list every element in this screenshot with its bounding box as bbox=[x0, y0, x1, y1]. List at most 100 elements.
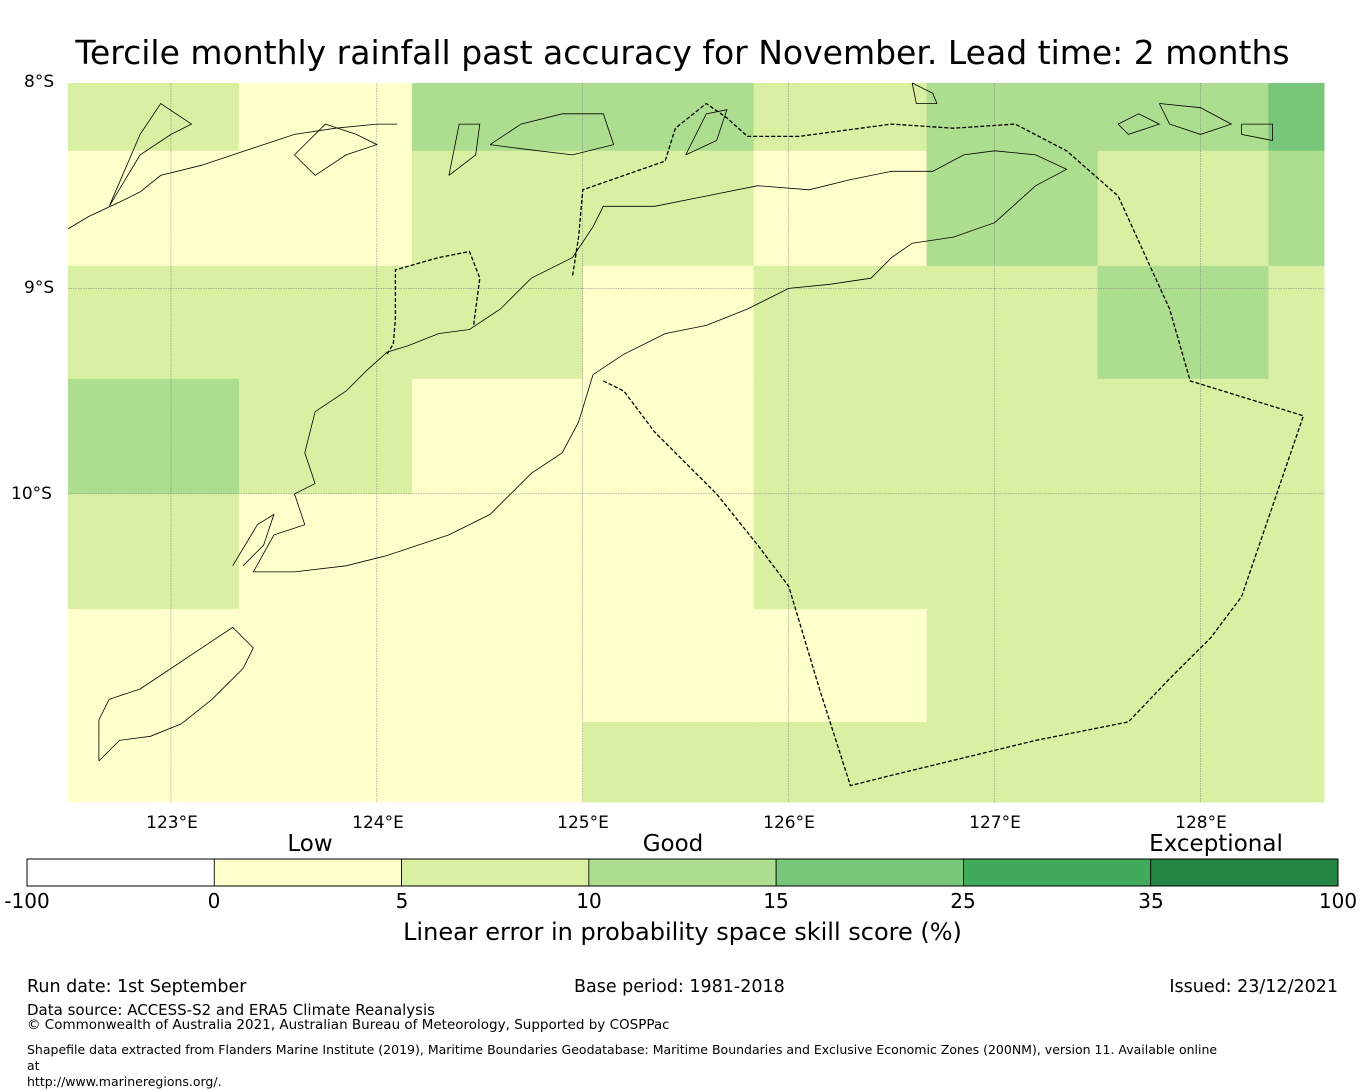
coastline bbox=[489, 113, 615, 156]
coastline bbox=[252, 150, 1068, 573]
eez-boundary bbox=[386, 102, 1305, 787]
skill-cell bbox=[238, 150, 413, 267]
colorbar-outline bbox=[26, 858, 1339, 887]
skill-cell bbox=[582, 493, 755, 610]
skill-cell bbox=[582, 265, 755, 380]
lat-label-10s: 10°S bbox=[11, 484, 52, 504]
skill-cell bbox=[582, 608, 755, 723]
skill-cell bbox=[238, 721, 413, 803]
skill-cell bbox=[926, 493, 1099, 610]
skill-cell bbox=[1268, 83, 1325, 152]
colorbar-tick: -100 bbox=[4, 889, 50, 913]
colorbar-tick: 0 bbox=[207, 889, 221, 913]
colorbar-segment bbox=[213, 858, 402, 887]
skill-cell bbox=[411, 721, 584, 803]
lon-label-123e: 123°E bbox=[146, 813, 198, 833]
skill-cell bbox=[411, 493, 584, 610]
lon-label-126e: 126°E bbox=[763, 813, 815, 833]
colorbar-segment bbox=[775, 858, 964, 887]
issued-date: Issued: 23/12/2021 bbox=[1169, 977, 1338, 997]
colorbar-tick: 15 bbox=[763, 889, 789, 913]
coastlines bbox=[67, 82, 1273, 762]
skill-cell bbox=[1268, 721, 1325, 803]
skill-cell bbox=[926, 265, 1099, 380]
skill-cell bbox=[411, 608, 584, 723]
lon-label-124e: 124°E bbox=[352, 813, 404, 833]
skill-cell bbox=[68, 493, 240, 610]
coastline bbox=[1117, 113, 1161, 135]
skill-cell bbox=[1097, 378, 1269, 495]
coastline bbox=[685, 109, 728, 156]
shapefile-credit-line2: http://www.marineregions.org/. bbox=[27, 1074, 222, 1089]
skill-cell bbox=[926, 150, 1099, 267]
skill-cell bbox=[1097, 265, 1269, 380]
eez-boundary-line bbox=[386, 250, 481, 355]
skill-cell bbox=[753, 493, 928, 610]
skill-cell bbox=[582, 378, 755, 495]
colorbar-segment bbox=[26, 858, 215, 887]
skill-cell bbox=[238, 378, 413, 495]
eez-boundary-line bbox=[571, 102, 1305, 787]
colorbar-segment bbox=[588, 858, 777, 887]
coastline bbox=[911, 82, 938, 104]
lat-label-8s: 8°S bbox=[24, 72, 55, 92]
colorbar-segment bbox=[963, 858, 1152, 887]
data-source: Data source: ACCESS-S2 and ERA5 Climate … bbox=[27, 1001, 435, 1019]
skill-cell bbox=[1097, 721, 1269, 803]
skill-cell bbox=[926, 83, 1099, 152]
skill-cell bbox=[68, 265, 240, 380]
coastline bbox=[108, 102, 193, 207]
skill-cell bbox=[68, 608, 240, 723]
skill-cell bbox=[582, 150, 755, 267]
colorbar-tick: 5 bbox=[395, 889, 409, 913]
lon-label-127e: 127°E bbox=[969, 813, 1021, 833]
shapefile-credit: Shapefile data extracted from Flanders M… bbox=[27, 1042, 1227, 1090]
coastline bbox=[1241, 123, 1273, 141]
colorbar-tick: 100 bbox=[1318, 889, 1358, 913]
skill-cell bbox=[238, 265, 413, 380]
skill-cell bbox=[68, 721, 240, 803]
skill-cell bbox=[68, 150, 240, 267]
skill-cell bbox=[411, 83, 584, 152]
skill-cell bbox=[411, 378, 584, 495]
skill-grid-cells bbox=[68, 83, 1325, 803]
skill-cell bbox=[411, 150, 584, 267]
graticule-lines bbox=[68, 83, 1324, 802]
coastline bbox=[67, 123, 398, 230]
skill-cell bbox=[238, 608, 413, 723]
skill-cell bbox=[68, 83, 240, 152]
skill-cell bbox=[926, 378, 1099, 495]
coastline bbox=[448, 123, 481, 176]
skill-cell bbox=[753, 83, 928, 152]
skill-cell bbox=[753, 608, 928, 723]
skill-cell bbox=[238, 493, 413, 610]
colorbar-segment bbox=[401, 858, 590, 887]
skill-cell bbox=[753, 378, 928, 495]
skill-cell bbox=[926, 721, 1099, 803]
colorbar-tick: 25 bbox=[950, 889, 976, 913]
skill-cell bbox=[1268, 150, 1325, 267]
skill-cell bbox=[582, 721, 755, 803]
lon-label-128e: 128°E bbox=[1175, 813, 1227, 833]
base-period: Base period: 1981-2018 bbox=[574, 977, 785, 997]
run-date: Run date: 1st September bbox=[27, 977, 247, 997]
colorbar-category-good: Good bbox=[642, 831, 704, 857]
page-title: Tercile monthly rainfall past accuracy f… bbox=[75, 33, 1290, 72]
skill-cell bbox=[753, 150, 928, 267]
skill-cell bbox=[926, 608, 1099, 723]
shapefile-credit-line1: Shapefile data extracted from Flanders M… bbox=[27, 1042, 1218, 1073]
skill-cell bbox=[238, 83, 413, 152]
skill-cell bbox=[753, 265, 928, 380]
coastline bbox=[294, 123, 378, 176]
colorbar-segment bbox=[1150, 858, 1339, 887]
skill-cell bbox=[1097, 608, 1269, 723]
coastline bbox=[232, 513, 275, 567]
skill-cell bbox=[1097, 150, 1269, 267]
colorbar-tick: 10 bbox=[576, 889, 602, 913]
coastline bbox=[98, 626, 254, 762]
lon-label-125e: 125°E bbox=[557, 813, 609, 833]
copyright: © Commonwealth of Australia 2021, Austra… bbox=[27, 1017, 670, 1033]
skill-cell bbox=[1097, 83, 1269, 152]
skill-cell bbox=[1268, 608, 1325, 723]
colorbar-category-low: Low bbox=[287, 831, 333, 857]
